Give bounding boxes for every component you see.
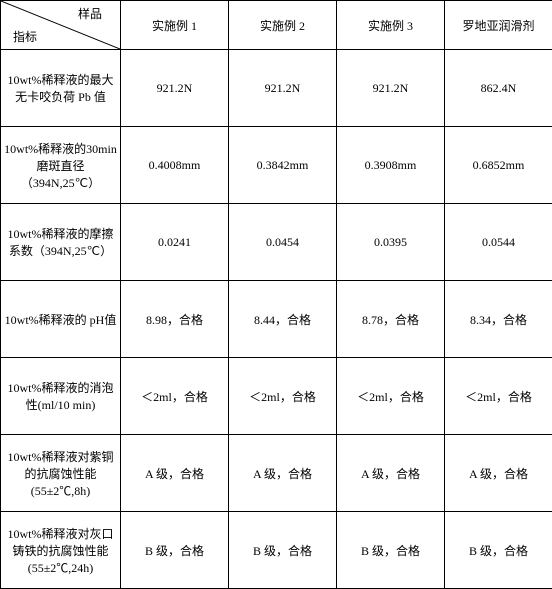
col-header: 实施例 3 xyxy=(337,1,445,50)
cell: 862.4N xyxy=(445,50,552,127)
cell: 0.4008mm xyxy=(121,127,229,204)
row-label: 10wt%稀释液对紫铜的抗腐蚀性能(55±2℃,8h) xyxy=(1,435,121,512)
cell: A 级，合格 xyxy=(229,435,337,512)
cell: 921.2N xyxy=(337,50,445,127)
cell: 0.0544 xyxy=(445,204,552,281)
cell: A 级，合格 xyxy=(121,435,229,512)
cell: 921.2N xyxy=(229,50,337,127)
cell: B 级，合格 xyxy=(445,512,552,589)
data-table: 样品 指标 实施例 1 实施例 2 实施例 3 罗地亚润滑剂 10wt%稀释液的… xyxy=(0,0,552,589)
table-row: 10wt%稀释液的30min 磨斑直径（394N,25℃） 0.4008mm 0… xyxy=(1,127,552,204)
cell: 0.0454 xyxy=(229,204,337,281)
table-row: 10wt%稀释液对灰口铸铁的抗腐蚀性能(55±2℃,24h) B 级，合格 B … xyxy=(1,512,552,589)
cell: ＜2ml，合格 xyxy=(229,358,337,435)
row-label: 10wt%稀释液的最大无卡咬负荷 Pb 值 xyxy=(1,50,121,127)
row-label: 10wt%稀释液的 pH值 xyxy=(1,281,121,358)
cell: A 级，合格 xyxy=(445,435,552,512)
cell: B 级，合格 xyxy=(337,512,445,589)
table-row: 10wt%稀释液的 pH值 8.98，合格 8.44，合格 8.78，合格 8.… xyxy=(1,281,552,358)
table-row: 10wt%稀释液对紫铜的抗腐蚀性能(55±2℃,8h) A 级，合格 A 级，合… xyxy=(1,435,552,512)
header-row: 样品 指标 实施例 1 实施例 2 实施例 3 罗地亚润滑剂 xyxy=(1,1,552,50)
header-diag-bottom: 指标 xyxy=(13,28,37,45)
cell: ＜2ml，合格 xyxy=(121,358,229,435)
cell: ＜2ml，合格 xyxy=(445,358,552,435)
row-label: 10wt%稀释液的30min 磨斑直径（394N,25℃） xyxy=(1,127,121,204)
cell: B 级，合格 xyxy=(121,512,229,589)
table-row: 10wt%稀释液的最大无卡咬负荷 Pb 值 921.2N 921.2N 921.… xyxy=(1,50,552,127)
cell: A 级，合格 xyxy=(337,435,445,512)
header-diag-top: 样品 xyxy=(78,5,102,22)
cell: 8.98，合格 xyxy=(121,281,229,358)
table-row: 10wt%稀释液的消泡性(ml/10 min) ＜2ml，合格 ＜2ml，合格 … xyxy=(1,358,552,435)
table-row: 10wt%稀释液的摩擦系数（394N,25℃） 0.0241 0.0454 0.… xyxy=(1,204,552,281)
cell: 8.78，合格 xyxy=(337,281,445,358)
cell: ＜2ml，合格 xyxy=(337,358,445,435)
table-body: 10wt%稀释液的最大无卡咬负荷 Pb 值 921.2N 921.2N 921.… xyxy=(1,50,552,589)
row-label: 10wt%稀释液的消泡性(ml/10 min) xyxy=(1,358,121,435)
header-diagonal-cell: 样品 指标 xyxy=(1,1,121,50)
cell: B 级，合格 xyxy=(229,512,337,589)
cell: 0.3908mm xyxy=(337,127,445,204)
cell: 0.0241 xyxy=(121,204,229,281)
col-header: 实施例 1 xyxy=(121,1,229,50)
cell: 8.44，合格 xyxy=(229,281,337,358)
row-label: 10wt%稀释液对灰口铸铁的抗腐蚀性能(55±2℃,24h) xyxy=(1,512,121,589)
cell: 0.6852mm xyxy=(445,127,552,204)
cell: 921.2N xyxy=(121,50,229,127)
col-header: 实施例 2 xyxy=(229,1,337,50)
cell: 0.3842mm xyxy=(229,127,337,204)
cell: 0.0395 xyxy=(337,204,445,281)
cell: 8.34，合格 xyxy=(445,281,552,358)
row-label: 10wt%稀释液的摩擦系数（394N,25℃） xyxy=(1,204,121,281)
col-header: 罗地亚润滑剂 xyxy=(445,1,552,50)
